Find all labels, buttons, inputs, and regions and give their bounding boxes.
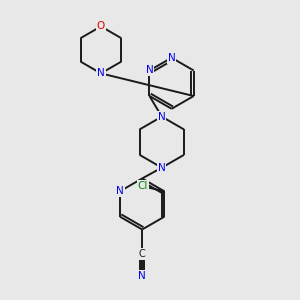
Text: N: N [97,68,105,78]
Text: N: N [146,65,153,76]
Text: N: N [158,112,166,122]
Text: Cl: Cl [137,181,148,191]
Text: N: N [138,271,146,281]
Text: O: O [97,21,105,32]
Text: N: N [168,53,176,63]
Text: N: N [158,163,166,173]
Text: C: C [139,249,146,259]
Text: N: N [116,186,124,196]
